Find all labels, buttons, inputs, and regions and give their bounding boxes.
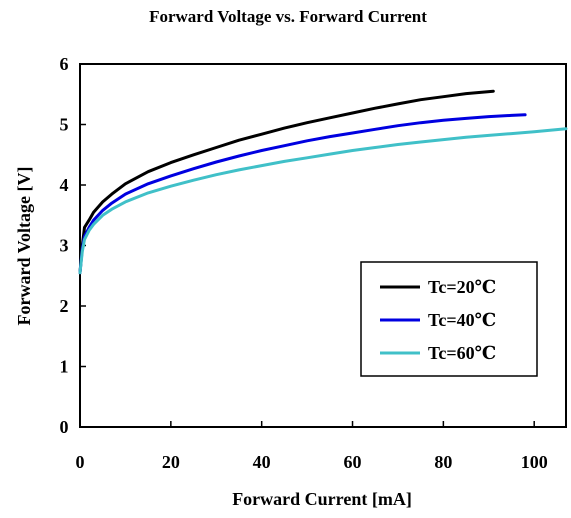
x-tick-label: 0 xyxy=(76,452,85,472)
x-tick-label: 20 xyxy=(162,452,180,472)
y-tick-label: 4 xyxy=(60,175,69,195)
y-tick-label: 2 xyxy=(60,296,69,316)
y-tick-label: 0 xyxy=(60,417,69,437)
x-tick-label: 80 xyxy=(434,452,452,472)
series-line-1 xyxy=(78,89,495,275)
x-tick-label: 100 xyxy=(521,452,548,472)
series-lines xyxy=(78,89,568,275)
legend-label-3: Tc=60℃ xyxy=(428,343,496,363)
legend-label-2: Tc=40℃ xyxy=(428,310,496,330)
series-line-3 xyxy=(78,127,568,275)
chart-title: Forward Voltage vs. Forward Current xyxy=(149,7,427,26)
x-axis-ticks: 0 20 40 60 80 100 xyxy=(76,421,548,472)
legend-label-1: Tc=20℃ xyxy=(428,277,496,297)
x-axis-label: Forward Current [mA] xyxy=(232,489,412,509)
y-tick-label: 1 xyxy=(60,357,69,377)
x-tick-label: 40 xyxy=(253,452,271,472)
y-tick-label: 5 xyxy=(60,115,69,135)
y-tick-label: 6 xyxy=(60,54,69,74)
y-tick-label: 3 xyxy=(60,236,69,256)
y-axis-label: Forward Voltage [V] xyxy=(14,167,34,326)
series-line-2 xyxy=(78,113,527,275)
x-tick-label: 60 xyxy=(344,452,362,472)
legend: Tc=20℃ Tc=40℃ Tc=60℃ xyxy=(360,261,538,377)
